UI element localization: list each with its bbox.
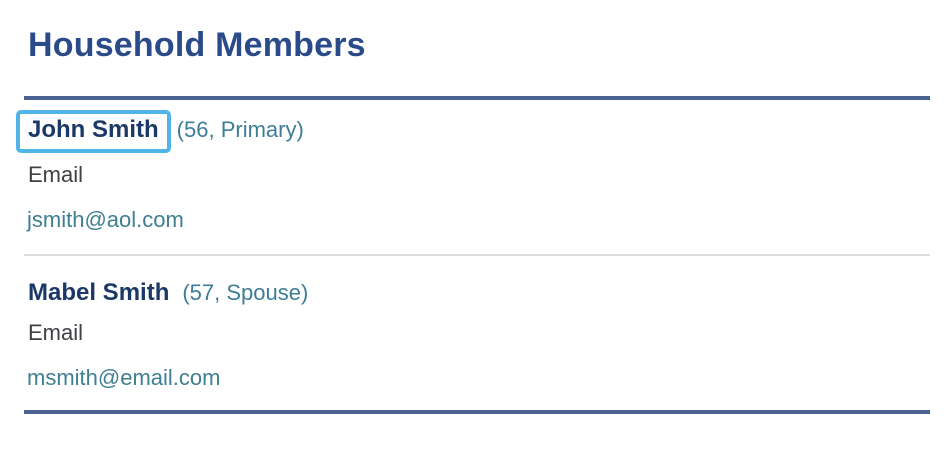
page-title: Household Members bbox=[28, 26, 366, 64]
member-age-role: (57, Spouse) bbox=[182, 280, 309, 305]
email-value: jsmith@aol.com bbox=[27, 207, 184, 232]
household-members-panel: Household Members John Smith (56, Primar… bbox=[0, 26, 950, 462]
top-divider bbox=[24, 96, 930, 100]
member-name[interactable]: Mabel Smith bbox=[28, 279, 170, 306]
member-name-row: Mabel Smith (57, Spouse) bbox=[28, 279, 950, 307]
member-age-role: (56, Primary) bbox=[176, 117, 304, 142]
member-name-row: John Smith (56, Primary) bbox=[16, 110, 950, 153]
member-name-wrap: Mabel Smith bbox=[28, 279, 169, 307]
email-label: Email bbox=[28, 162, 84, 187]
member-name[interactable]: John Smith bbox=[28, 116, 159, 143]
member-divider bbox=[24, 254, 930, 256]
member-row-primary: John Smith (56, Primary) Email jsmith@ao… bbox=[0, 110, 950, 233]
email-value: msmith@email.com bbox=[27, 365, 221, 390]
bottom-divider bbox=[24, 410, 930, 414]
email-label: Email bbox=[28, 320, 84, 345]
member-row-spouse: Mabel Smith (57, Spouse) Email msmith@em… bbox=[0, 279, 950, 391]
selection-highlight-box: John Smith bbox=[16, 110, 171, 153]
